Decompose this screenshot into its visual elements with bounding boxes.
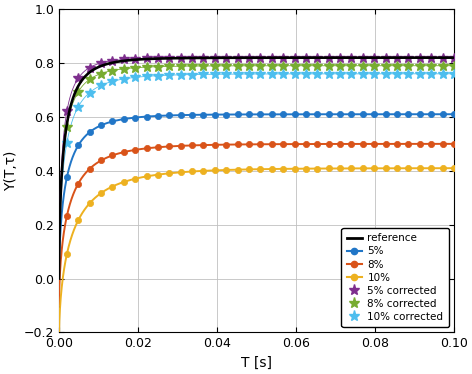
Y-axis label: Y(T,τ): Y(T,τ) [4,151,18,191]
X-axis label: T [s]: T [s] [241,356,272,370]
Legend: reference, 5%, 8%, 10%, 5% corrected, 8% corrected, 10% corrected: reference, 5%, 8%, 10%, 5% corrected, 8%… [341,228,449,327]
